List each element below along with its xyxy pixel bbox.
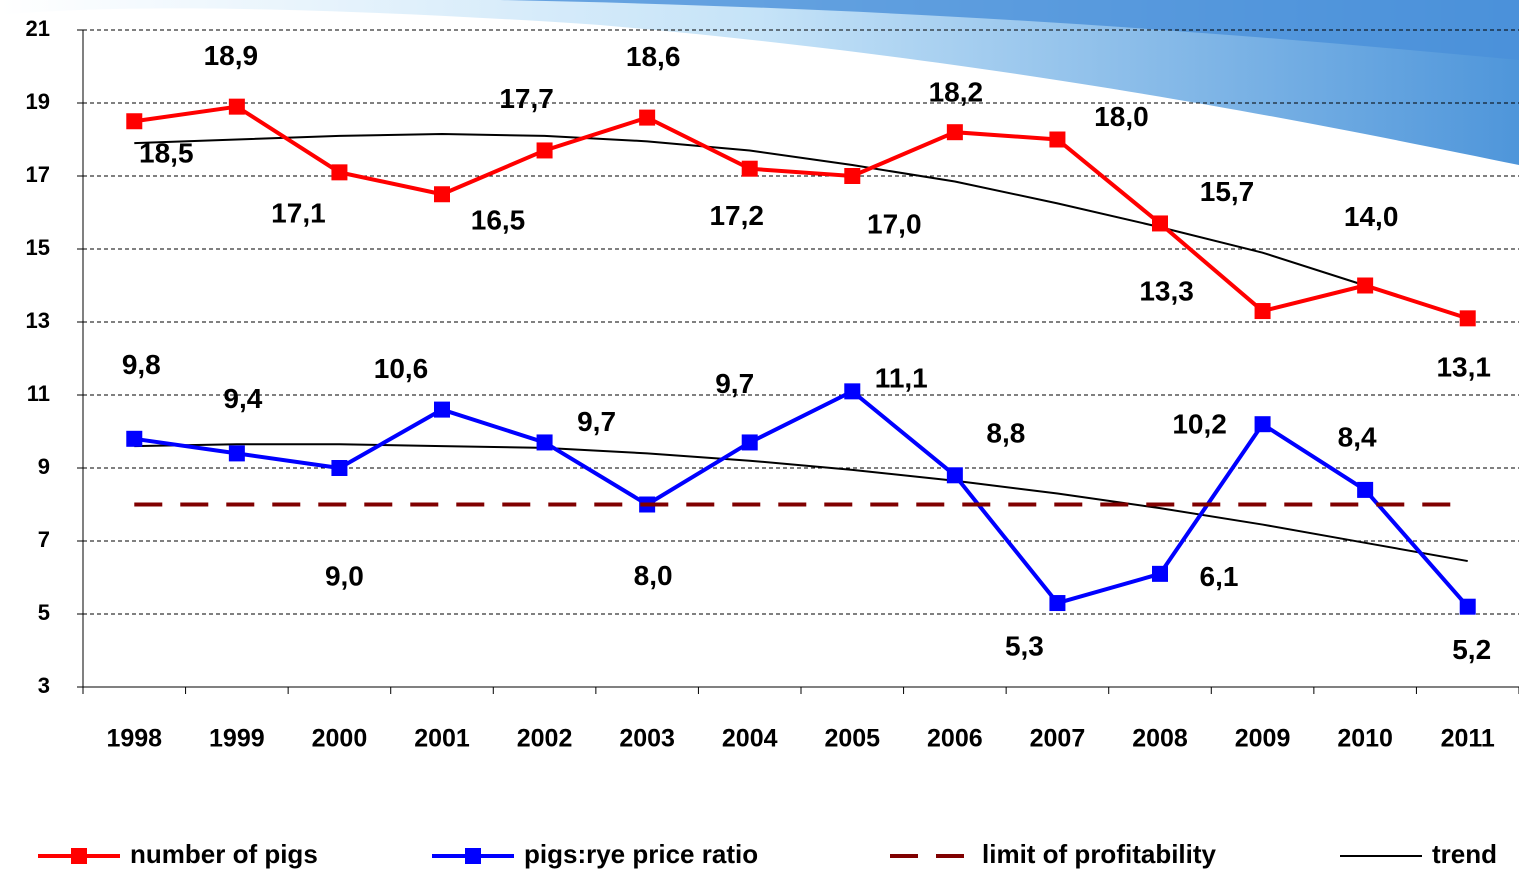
x-tick-label: 2009	[1235, 725, 1291, 753]
data-label: 10,6	[374, 353, 429, 384]
point-marker	[1459, 310, 1476, 327]
point-marker	[1049, 131, 1066, 148]
data-label: 11,1	[875, 363, 928, 394]
legend-label: limit of profitability	[982, 839, 1217, 869]
legend-marker	[465, 848, 481, 864]
data-label: 8,4	[1338, 421, 1377, 452]
data-label: 5,3	[1005, 630, 1044, 661]
data-label: 8,8	[986, 418, 1025, 449]
series-line	[134, 104, 1469, 321]
point-marker	[1357, 277, 1374, 294]
data-label: 15,7	[1200, 176, 1255, 207]
y-tick-label: 9	[38, 454, 50, 479]
point-marker	[434, 401, 450, 418]
data-label: 18,9	[204, 40, 259, 71]
y-tick-label: 19	[26, 89, 50, 114]
point-marker	[844, 383, 861, 400]
point-marker	[536, 142, 553, 159]
data-label: 5,2	[1452, 634, 1491, 665]
x-tick-label: 2011	[1441, 725, 1495, 753]
y-tick-label: 7	[38, 527, 50, 552]
point-marker	[1049, 595, 1066, 612]
background-swoosh	[500, 0, 1519, 60]
x-tick-label: 2008	[1132, 725, 1188, 753]
x-tick-label: 2003	[619, 725, 675, 753]
y-tick-label: 5	[38, 600, 50, 625]
point-marker	[1357, 481, 1374, 498]
data-label: 17,2	[709, 200, 764, 231]
point-marker	[844, 168, 861, 184]
x-tick-label: 1998	[106, 725, 162, 753]
point-marker	[228, 445, 245, 462]
legend-label: trend	[1432, 839, 1497, 869]
data-label: 9,8	[122, 349, 161, 380]
data-label: 6,1	[1200, 561, 1239, 592]
x-tick-label: 2002	[517, 725, 573, 753]
data-label: 18,0	[1094, 101, 1149, 132]
point-marker	[741, 160, 758, 177]
data-label: 9,4	[223, 383, 262, 414]
point-marker	[946, 124, 963, 141]
x-tick-label: 2007	[1030, 725, 1086, 753]
point-marker	[126, 113, 143, 130]
data-label: 9,0	[325, 560, 364, 591]
point-marker	[1254, 303, 1271, 320]
x-tick-label: 2006	[927, 725, 983, 753]
point-marker	[946, 467, 963, 484]
point-marker	[331, 164, 348, 181]
y-tick-label: 11	[27, 381, 50, 406]
point-marker	[741, 434, 758, 451]
y-tick-label: 17	[26, 162, 50, 187]
y-tick-label: 15	[26, 235, 50, 260]
legend-label: pigs:rye price ratio	[524, 839, 758, 869]
x-tick-label: 2010	[1337, 725, 1393, 753]
data-label: 17,0	[867, 208, 922, 239]
data-label: 13,1	[1436, 352, 1491, 383]
y-tick-label: 21	[26, 16, 50, 41]
point-marker	[434, 186, 450, 203]
point-marker	[536, 434, 553, 451]
data-label: 14,0	[1344, 201, 1399, 232]
trend-line	[134, 133, 1469, 320]
data-label: 17,7	[499, 83, 554, 114]
data-label: 18,5	[139, 138, 194, 169]
x-tick-label: 2004	[722, 725, 778, 753]
x-tick-label: 2001	[414, 725, 470, 753]
data-label: 18,2	[929, 77, 984, 108]
data-label: 9,7	[577, 406, 616, 437]
point-marker	[639, 109, 656, 126]
point-marker	[1152, 215, 1168, 232]
point-marker	[1152, 565, 1168, 582]
x-tick-label: 2000	[312, 725, 368, 753]
point-marker	[1459, 598, 1476, 615]
point-marker	[126, 430, 143, 447]
background-swoosh	[0, 0, 1519, 165]
series-line	[134, 388, 1470, 609]
y-tick-label: 3	[38, 673, 50, 698]
point-marker	[1254, 416, 1271, 433]
legend-label: number of pigs	[130, 839, 318, 869]
data-label: 17,1	[271, 198, 326, 229]
y-tick-label: 13	[26, 308, 50, 333]
data-label: 8,0	[634, 560, 673, 591]
point-marker	[228, 98, 245, 115]
x-tick-label: 1999	[209, 725, 265, 753]
data-label: 10,2	[1172, 409, 1227, 440]
legend-marker	[71, 848, 87, 864]
x-tick-label: 2005	[824, 725, 880, 753]
point-marker	[331, 460, 348, 476]
trend-line	[134, 443, 1468, 563]
data-label: 13,3	[1139, 275, 1194, 306]
data-label: 9,7	[715, 368, 754, 399]
data-label: 16,5	[471, 205, 526, 236]
data-label: 18,6	[626, 41, 681, 72]
